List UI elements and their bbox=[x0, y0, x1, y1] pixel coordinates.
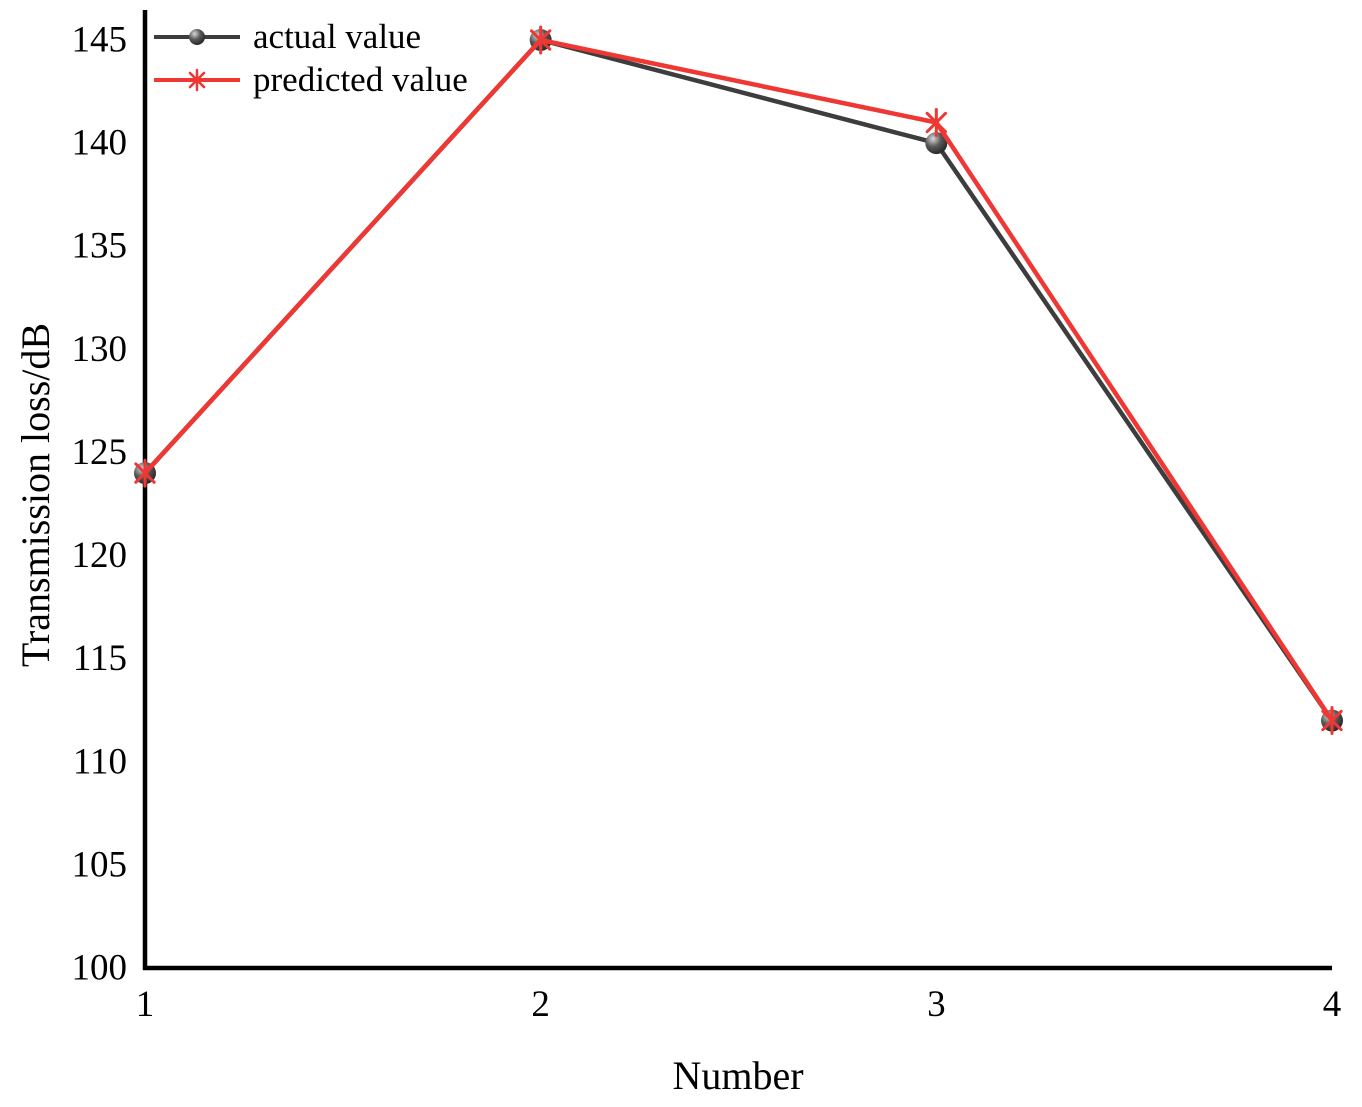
legend-label-actual-value: actual value bbox=[253, 17, 422, 56]
x-axis-title: Number bbox=[672, 1053, 804, 1098]
svg-text:140: 140 bbox=[72, 123, 128, 164]
legend-label-predicted-value: predicted value bbox=[253, 60, 468, 99]
svg-text:120: 120 bbox=[72, 535, 128, 576]
predicted-value-line-marker-icon bbox=[154, 68, 240, 91]
legend: actual value predicted value bbox=[153, 16, 468, 100]
actual-value-line-marker-icon bbox=[154, 28, 240, 45]
svg-text:130: 130 bbox=[72, 329, 128, 370]
svg-text:3: 3 bbox=[927, 984, 946, 1025]
svg-text:1: 1 bbox=[136, 984, 155, 1025]
y-axis-title: Transmission loss/dB bbox=[13, 322, 58, 668]
svg-text:145: 145 bbox=[72, 20, 128, 61]
svg-text:105: 105 bbox=[72, 844, 128, 885]
svg-text:135: 135 bbox=[72, 226, 128, 267]
svg-text:125: 125 bbox=[72, 432, 128, 473]
svg-text:2: 2 bbox=[531, 984, 550, 1025]
svg-text:100: 100 bbox=[72, 948, 128, 989]
svg-text:4: 4 bbox=[1323, 984, 1342, 1025]
legend-item-actual-value: actual value bbox=[153, 16, 468, 57]
svg-text:110: 110 bbox=[73, 741, 127, 782]
legend-item-predicted-value: predicted value bbox=[153, 59, 468, 100]
svg-text:115: 115 bbox=[73, 638, 127, 679]
